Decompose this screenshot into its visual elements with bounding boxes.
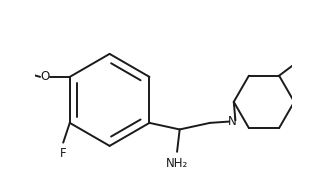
Text: F: F <box>60 147 66 160</box>
Text: NH₂: NH₂ <box>166 157 188 169</box>
Text: N: N <box>228 115 237 128</box>
Text: O: O <box>40 70 49 83</box>
